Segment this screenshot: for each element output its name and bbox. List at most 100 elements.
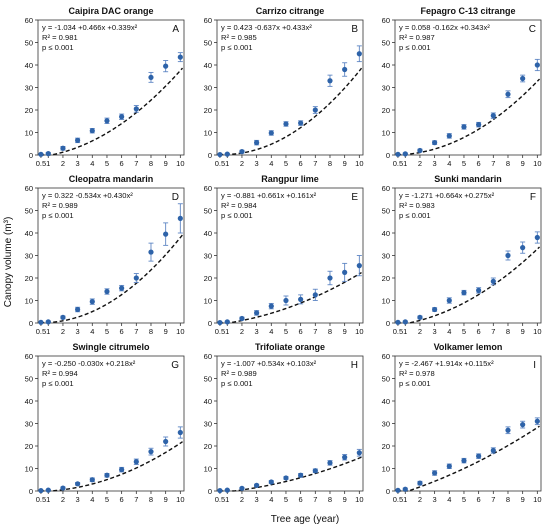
x-tick-label: 0.5	[215, 495, 225, 504]
x-tick-label: 10	[176, 159, 184, 168]
equation-label: y = -1.034 +0.466x +0.339x²	[42, 23, 138, 32]
chart-panel-e: Rangpur lime 0 10 20 30 40 50 60 0.5 1 2 3 4 5 6 7 8 9 10 y…	[204, 174, 364, 336]
x-tick-label: 10	[355, 327, 363, 336]
data-point	[119, 285, 125, 291]
data-point	[119, 467, 125, 473]
r-squared-label: R² = 0.981	[42, 33, 78, 42]
x-tick-label: 5	[284, 327, 288, 336]
data-point	[75, 306, 81, 313]
r-squared-label: R² = 0.994	[42, 369, 78, 378]
data-point	[254, 140, 260, 146]
x-tick-label: 8	[506, 159, 510, 168]
data-point	[432, 470, 438, 476]
data-point	[60, 485, 66, 491]
data-point	[490, 278, 496, 284]
x-tick-label: 5	[105, 159, 109, 168]
x-tick-label: 9	[521, 159, 525, 168]
data-point	[312, 292, 318, 298]
chart-panel-d: Cleopatra mandarin 0 10 20 30 40 50 60 0.5 1 2 3 4 5 6…	[25, 174, 185, 336]
y-tick-label: 10	[204, 128, 212, 137]
x-tick-label: 9	[164, 495, 168, 504]
data-point	[38, 487, 44, 494]
x-tick-label: 2	[240, 495, 244, 504]
y-tick-label: 0	[208, 319, 212, 328]
y-tick-label: 10	[25, 128, 33, 137]
x-tick-label: 4	[447, 159, 451, 168]
data-point	[104, 472, 110, 478]
y-tick-label: 10	[25, 464, 33, 473]
data-point	[217, 487, 223, 494]
y-axis-label: Canopy volume (m³)	[3, 217, 14, 308]
fit-curve	[219, 271, 362, 324]
x-tick-label: 9	[521, 327, 525, 336]
fit-curve	[397, 246, 541, 324]
chart-title: Swingle citrumelo	[72, 342, 150, 352]
equation-label: y = -1.007 +0.534x +0.103x²	[221, 359, 317, 368]
x-tick-label: 8	[506, 495, 510, 504]
x-tick-label: 9	[343, 327, 347, 336]
x-tick-label: 4	[90, 327, 94, 336]
data-point	[239, 149, 245, 155]
data-point	[133, 106, 139, 112]
y-tick-label: 20	[25, 442, 33, 451]
x-tick-label: 1	[403, 327, 407, 336]
data-point	[520, 75, 526, 82]
data-point	[417, 314, 423, 320]
data-point	[356, 450, 362, 456]
data-point	[402, 151, 408, 157]
x-tick-label: 2	[418, 159, 422, 168]
r-squared-label: R² = 0.984	[221, 201, 257, 210]
data-point	[298, 472, 304, 478]
y-tick-label: 30	[25, 83, 33, 92]
chart-panel-a: Caipira DAC orange 0 10 20 30 40 50 60 0.5 1 2 3 4 5 6…	[25, 6, 185, 168]
x-tick-label: 5	[284, 495, 288, 504]
data-point	[342, 269, 348, 275]
panel-letter: A	[172, 24, 179, 35]
data-point	[446, 297, 452, 304]
chart-title: Trifoliate orange	[255, 342, 325, 352]
y-tick-label: 10	[25, 296, 33, 305]
x-tick-label: 7	[313, 327, 317, 336]
y-tick-label: 30	[382, 419, 390, 428]
x-tick-label: 10	[533, 495, 541, 504]
y-tick-label: 40	[25, 61, 33, 70]
data-point	[395, 151, 401, 157]
x-tick-label: 7	[134, 495, 138, 504]
x-tick-label: 3	[433, 159, 437, 168]
data-point	[342, 454, 348, 460]
x-tick-label: 9	[164, 327, 168, 336]
x-tick-label: 4	[447, 327, 451, 336]
x-tick-label: 6	[299, 495, 303, 504]
x-tick-label: 7	[313, 159, 317, 168]
data-point	[283, 297, 289, 304]
data-point	[239, 485, 245, 491]
y-tick-label: 40	[204, 397, 212, 406]
y-tick-label: 0	[386, 151, 390, 160]
data-point	[327, 460, 333, 466]
data-point	[446, 133, 452, 139]
x-tick-label: 8	[149, 327, 153, 336]
y-tick-label: 40	[25, 229, 33, 238]
data-point	[283, 475, 289, 481]
data-point	[45, 151, 51, 157]
x-tick-label: 2	[418, 495, 422, 504]
fit-curve	[219, 67, 363, 156]
data-point	[148, 74, 154, 80]
equation-label: y = 0.322 -0.534x +0.430x²	[42, 191, 133, 200]
x-tick-label: 7	[491, 495, 495, 504]
equation-label: y = -1.271 +0.664x +0.275x²	[399, 191, 495, 200]
panel-letter: B	[351, 24, 358, 35]
data-point	[38, 319, 44, 325]
x-tick-label: 1	[225, 327, 229, 336]
data-point	[163, 63, 169, 69]
y-tick-label: 20	[382, 442, 390, 451]
x-axis-label: Tree age (year)	[271, 514, 340, 525]
data-point	[327, 275, 333, 281]
data-point	[505, 252, 511, 259]
x-tick-label: 6	[477, 327, 481, 336]
fit-curve	[40, 67, 184, 156]
data-point	[417, 147, 423, 154]
y-tick-label: 0	[208, 487, 212, 496]
